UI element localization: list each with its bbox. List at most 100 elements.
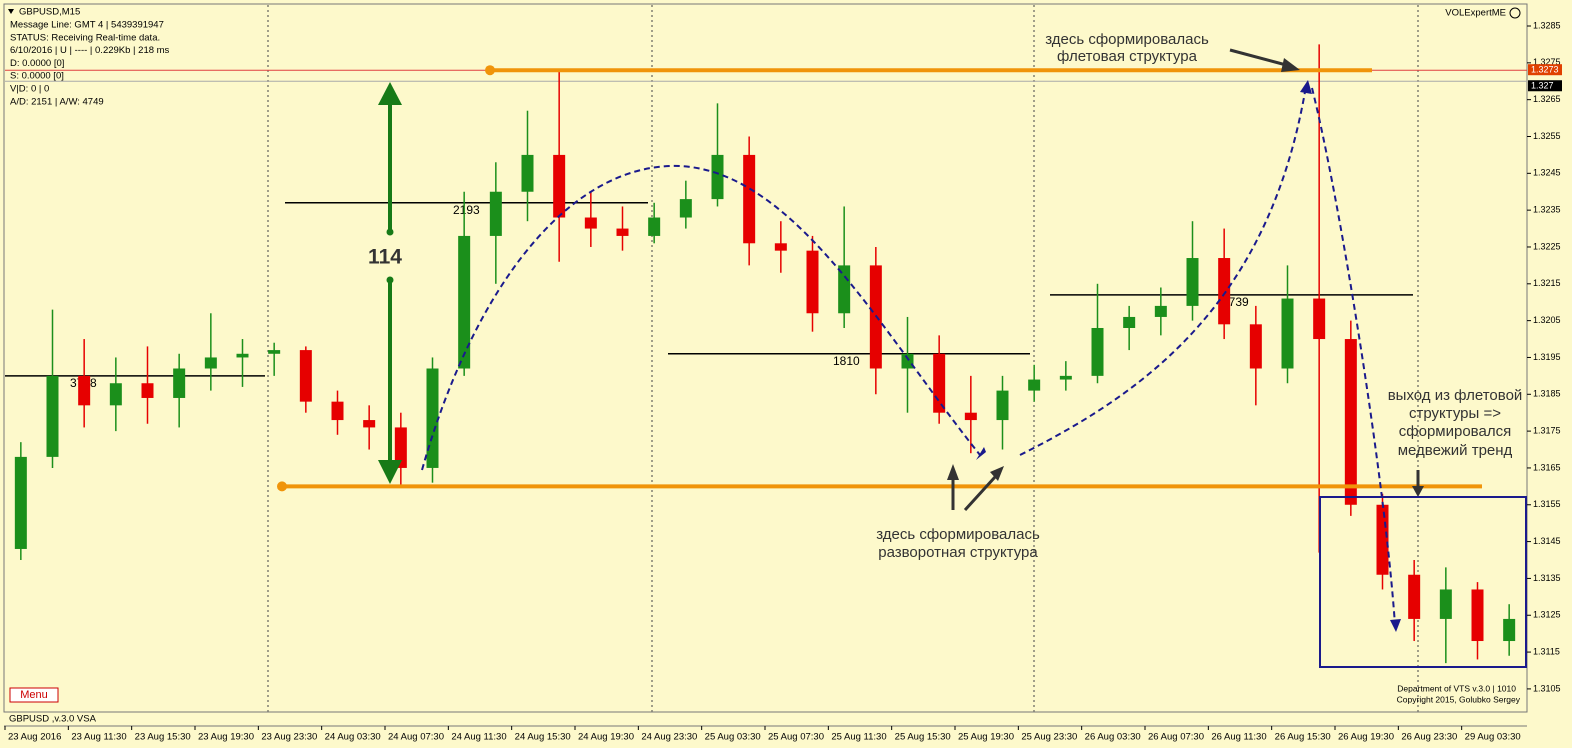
annotation: здесь сформировалась [876,526,1040,543]
candle-body [141,383,154,398]
x-tick-label: 24 Aug 11:30 [451,732,506,743]
x-tick-label: 26 Aug 23:30 [1401,732,1457,743]
candle-body [1503,618,1516,642]
candle-body [1313,298,1326,340]
y-tick-label: 1.3215 [1533,278,1561,288]
annotation: медвежий тренд [1398,442,1513,459]
candle-body [1281,298,1294,369]
info-line: 6/10/2016 | U | ---- | 0.229Kb | 218 ms [10,45,170,56]
y-tick-label: 1.3245 [1533,168,1561,178]
x-tick-label: 23 Aug 2016 [8,732,61,743]
candle-body [268,350,281,354]
annotation: здесь сформировалась [1045,31,1209,48]
y-tick-label: 1.3185 [1533,389,1561,399]
x-tick-label: 26 Aug 03:30 [1085,732,1141,743]
y-tick-label: 1.3155 [1533,499,1561,509]
candle-body [1439,589,1452,619]
y-tick-label: 1.3225 [1533,241,1561,251]
volume-level-label: 1810 [833,354,860,368]
candle-body [774,243,787,251]
candle-body [838,265,851,314]
candle-body [743,154,756,244]
info-line: STATUS: Receiving Real-time data. [10,32,160,43]
menu-label[interactable]: Menu [20,689,48,701]
candle-body [1186,258,1199,306]
x-tick-label: 26 Aug 11:30 [1211,732,1266,743]
candle-body [1059,375,1072,380]
candle-body [236,353,249,358]
x-tick-label: 24 Aug 23:30 [641,732,697,743]
candle-body [711,154,724,200]
x-tick-label: 25 Aug 15:30 [895,732,951,743]
info-line: A/D: 2151 | A/W: 4749 [10,96,104,107]
y-tick-label: 1.3165 [1533,462,1561,472]
y-tick-label: 1.3135 [1533,573,1561,583]
candle-body [584,217,597,229]
candle-body [996,390,1009,421]
candle-body [299,350,312,402]
bid-tag [1528,64,1562,76]
candle-body [1028,379,1041,391]
candle-body [1376,504,1389,575]
annotation: выход из флетовой [1388,387,1523,404]
annotations: здесь сформировалась флетовая структура … [876,31,1522,561]
candle-body [648,217,661,236]
x-tick-label: 26 Aug 15:30 [1275,732,1331,743]
candle-body [46,375,59,457]
info-line: S: 0.0000 [0] [10,71,64,82]
info-line: Message Line: GMT 4 | 5439391947 [10,20,164,31]
bid-tag-label: 1.3273 [1531,65,1559,75]
y-tick-label: 1.3265 [1533,94,1561,104]
candle-body [426,368,439,468]
x-tick-label: 25 Aug 11:30 [831,732,886,743]
volume-level-label: 2193 [453,203,480,217]
y-tick-label: 1.3285 [1533,20,1561,30]
x-tick-label: 23 Aug 19:30 [198,732,254,743]
footer-right: Copyright 2015, Golubko Sergey [1397,694,1521,704]
indicator-icon [1509,7,1521,19]
ask-tag [1528,80,1562,92]
candle-body [1408,574,1421,619]
candle-body [458,235,471,369]
x-tick-label: 26 Aug 19:30 [1338,732,1394,743]
annotation: структуры => [1409,405,1501,422]
x-tick-label: 29 Aug 03:30 [1465,732,1521,743]
y-tick-label: 1.3125 [1533,610,1561,620]
candle-body [173,368,186,398]
info-line: D: 0.0000 [0] [10,58,64,69]
arrow-dot [386,276,394,284]
arrow-head [378,82,402,105]
candle-body [1091,327,1104,376]
menu-button[interactable] [9,687,59,703]
arrow-head [990,466,1004,481]
collapse-icon [8,9,14,14]
x-tick-label: 25 Aug 23:30 [1021,732,1077,743]
y-tick-label: 1.3255 [1533,131,1561,141]
candle-body [964,412,977,421]
arrow [1229,48,1291,68]
x-tick-label: 24 Aug 15:30 [515,732,571,743]
annotation: разворотная структура [878,544,1038,561]
x-tick-label: 25 Aug 03:30 [705,732,761,743]
info-panel: Message Line: GMT 4 | 5439391947STATUS: … [10,20,170,108]
x-tick-label: 24 Aug 19:30 [578,732,634,743]
candle-body [806,250,819,314]
x-tick-label: 23 Aug 23:30 [261,732,317,743]
curve-heads [976,80,1401,632]
candle-body [1344,339,1357,505]
y-tick-label: 1.3115 [1533,646,1560,656]
candle-body [109,383,122,406]
candle-body [1123,316,1136,328]
arrow-head [976,447,986,460]
arrow-head [1300,80,1312,94]
candle-body [1218,258,1231,325]
candle-body [331,401,344,421]
y-tick-label: 1.3195 [1533,352,1561,362]
candle-body [553,154,566,218]
candle-body [78,375,91,406]
candle-body [901,353,914,369]
black-arrows [947,48,1424,512]
